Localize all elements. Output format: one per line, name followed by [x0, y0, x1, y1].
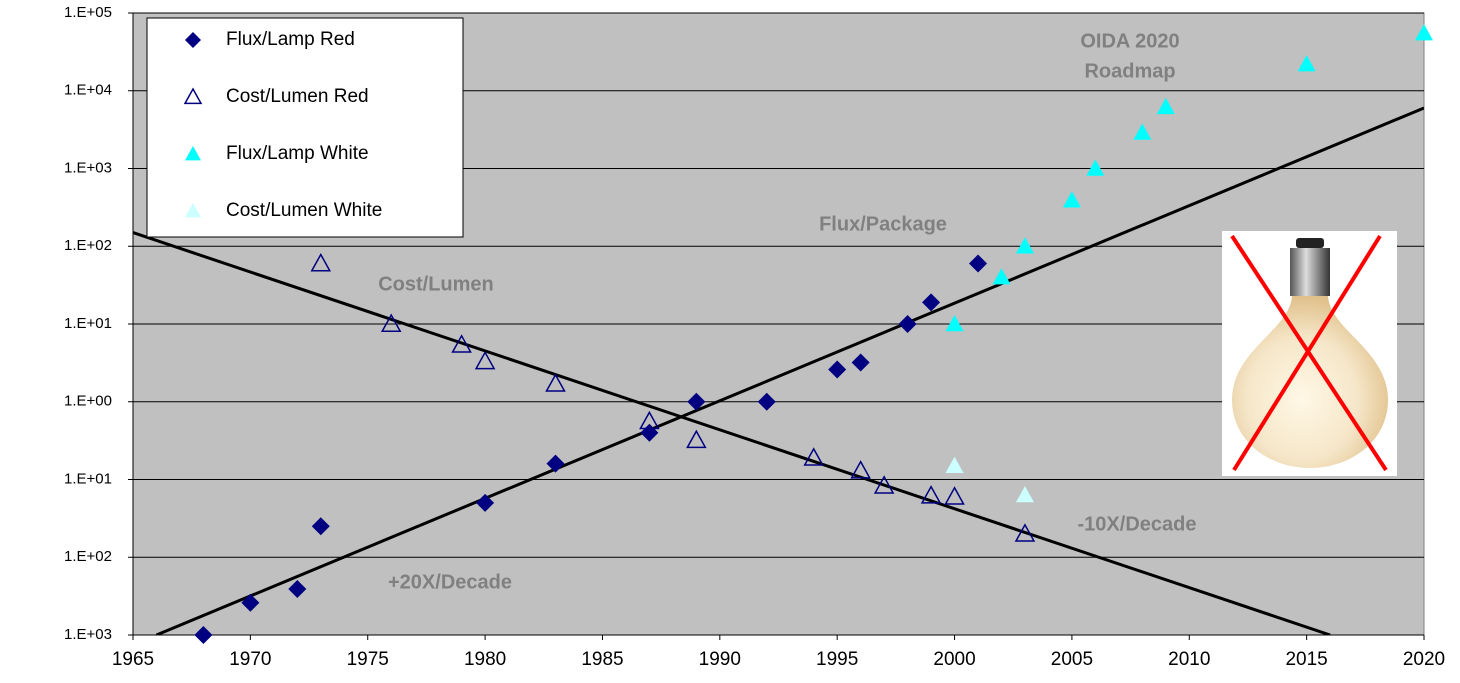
y-tick-label: 1.E+03: [64, 626, 112, 643]
legend-label: Flux/Lamp Red: [226, 29, 355, 50]
chart: Flux/Lamp Red Cost/Lumen Red Flux/Lamp Whi…: [0, 0, 1460, 683]
annotation: Roadmap: [1084, 60, 1175, 82]
legend: Flux/Lamp Red Cost/Lumen Red Flux/Lamp Whi…: [147, 18, 463, 237]
x-tick-label: 1970: [229, 649, 271, 670]
x-tick-label: 2000: [933, 649, 975, 670]
y-tick-label: 1.E+00: [64, 393, 112, 410]
x-tick-label: 2005: [1051, 649, 1093, 670]
x-tick-label: 1980: [464, 649, 506, 670]
annotation: Flux/Package: [819, 213, 947, 235]
bulb-image: [1222, 231, 1397, 476]
x-tick-label: 2020: [1403, 649, 1445, 670]
legend-label: Cost/Lumen White: [226, 200, 382, 221]
x-tick-label: 1975: [347, 649, 389, 670]
y-tick-label: 1.E+03: [64, 159, 112, 176]
x-tick-label: 1995: [816, 649, 858, 670]
annotation: OIDA 2020: [1080, 30, 1179, 52]
legend-label: Cost/Lumen Red: [226, 86, 369, 107]
y-tick-label: 1.E+02: [64, 548, 112, 565]
y-tick-label: 1.E+04: [64, 82, 112, 99]
legend-label: Flux/Lamp White: [226, 143, 369, 164]
annotation: Cost/Lumen: [378, 273, 494, 295]
y-tick-label: 1.E+01: [64, 470, 112, 487]
x-tick-label: 2010: [1168, 649, 1210, 670]
x-tick-label: 1990: [699, 649, 741, 670]
x-tick-label: 2015: [1285, 649, 1327, 670]
y-tick-label: 1.E+02: [64, 237, 112, 254]
annotation: +20X/Decade: [388, 571, 512, 593]
x-tick-label: 1965: [112, 649, 154, 670]
y-tick-label: 1.E+01: [64, 315, 112, 332]
y-tick-label: 1.E+05: [64, 4, 112, 21]
x-tick-label: 1985: [581, 649, 623, 670]
annotation: -10X/Decade: [1078, 513, 1197, 535]
